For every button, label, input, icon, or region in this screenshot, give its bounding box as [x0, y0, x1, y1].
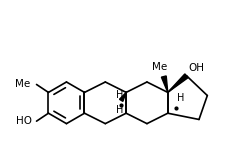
Text: H: H — [177, 93, 184, 103]
Polygon shape — [162, 76, 168, 92]
Text: H: H — [115, 105, 123, 115]
Polygon shape — [168, 74, 188, 92]
Text: HO: HO — [16, 116, 32, 126]
Text: Me: Me — [152, 62, 168, 72]
Text: OH: OH — [188, 63, 204, 73]
Text: Me: Me — [15, 80, 30, 89]
Text: H: H — [115, 90, 123, 100]
Polygon shape — [120, 92, 126, 101]
